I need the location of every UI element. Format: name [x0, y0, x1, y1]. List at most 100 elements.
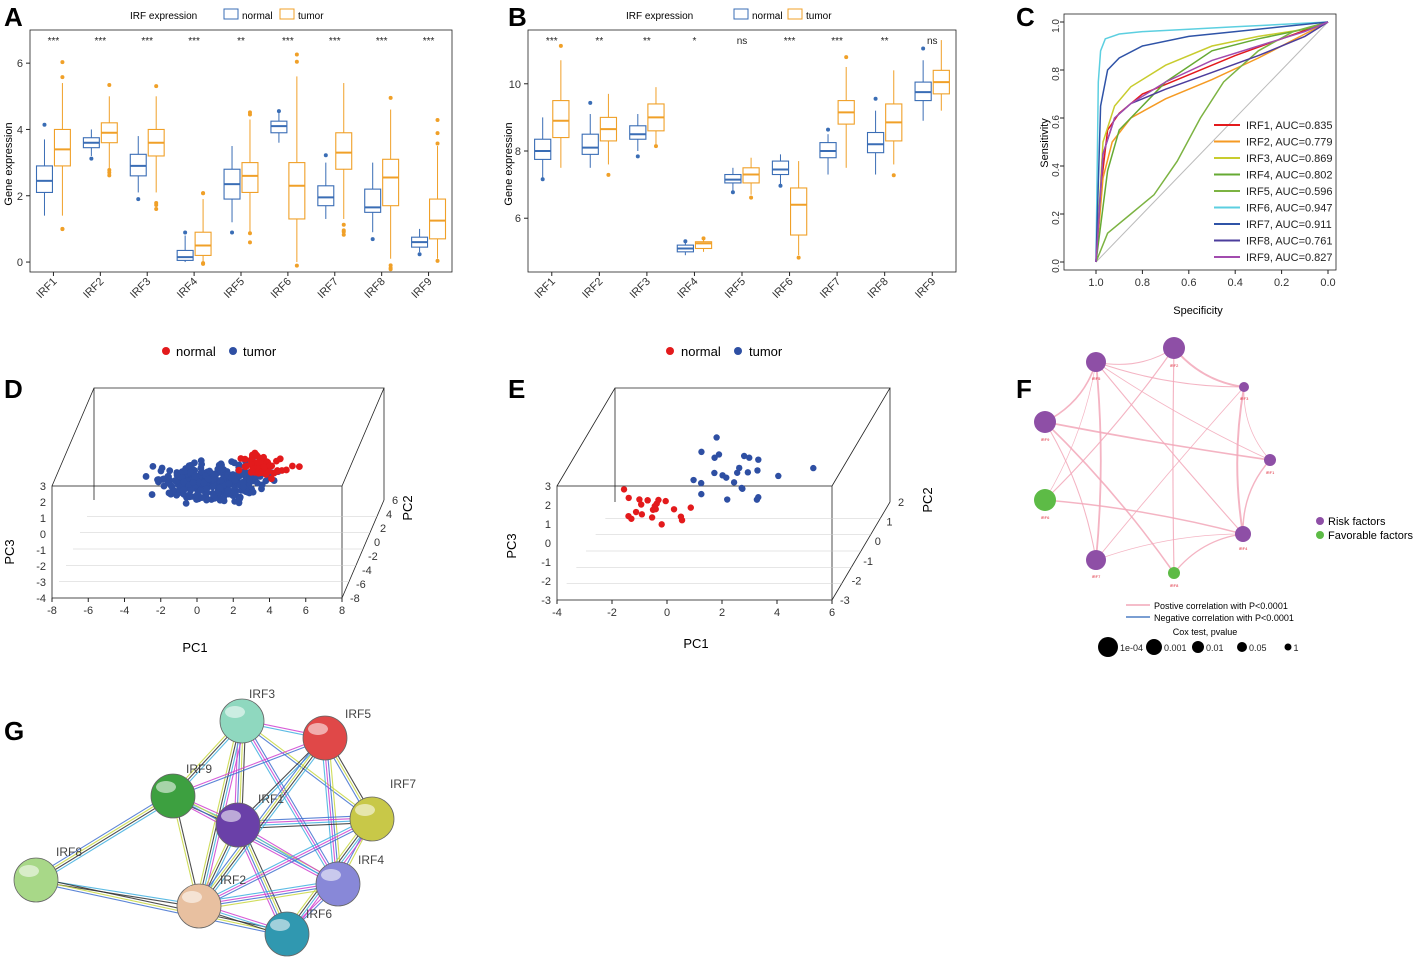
- protein-label: IRF4: [358, 853, 384, 867]
- correlation-edge: [1095, 533, 1244, 561]
- outlier-point: [388, 95, 393, 100]
- legend-title-b: IRF expression: [626, 11, 693, 22]
- pca-point: [149, 462, 157, 470]
- interaction-edge: [37, 798, 176, 884]
- panel-f-network: Risk factors Favorable factors Postive c…: [1034, 337, 1413, 657]
- pca-point: [724, 496, 731, 503]
- pca-point: [810, 464, 817, 472]
- depth-tick-label: -8: [350, 593, 360, 605]
- network-node-label: IRF2: [1170, 363, 1179, 368]
- protein-node: [176, 883, 222, 929]
- protein-node: [219, 698, 265, 744]
- depth-tick-label: -1: [863, 556, 873, 568]
- pca-point: [220, 493, 228, 501]
- pca-point: [733, 469, 741, 476]
- pca-point: [210, 491, 218, 499]
- significance-label: *: [692, 36, 696, 47]
- interaction-edge: [172, 736, 325, 796]
- outlier-point: [341, 232, 346, 237]
- pca-point: [239, 478, 247, 486]
- depth-tick-label: -3: [840, 595, 850, 607]
- interaction-edge: [173, 738, 326, 798]
- y-tick-label: 4: [17, 124, 23, 136]
- y-tick-label: -3: [36, 577, 46, 589]
- y-tick-label: 2: [545, 500, 551, 512]
- outlier-point: [154, 206, 159, 211]
- panel-label-b: B: [508, 2, 527, 32]
- pca-point: [698, 448, 705, 456]
- interaction-edge: [198, 879, 338, 903]
- xlabel-c: Specificity: [1173, 305, 1223, 317]
- pca-point: [638, 511, 646, 518]
- correlation-edge: [1044, 421, 1271, 461]
- pca-point: [687, 504, 694, 511]
- xlabel-e: PC1: [683, 636, 708, 651]
- y-tick-label: -1: [36, 545, 46, 557]
- pca-point: [257, 469, 265, 477]
- y-tick-label: 0.8: [1051, 67, 1062, 81]
- outlier-point: [341, 222, 346, 227]
- depth-tick-label: 6: [392, 495, 398, 507]
- depth-tick-label: 2: [380, 523, 386, 535]
- outlier-point: [341, 229, 346, 234]
- pca-point: [260, 453, 267, 461]
- pca-point: [240, 483, 247, 491]
- correlation-edge: [1095, 347, 1175, 365]
- x-tick-label: 6: [303, 605, 309, 617]
- legend-label: IRF2, AUC=0.779: [1246, 137, 1333, 149]
- x-tick-label: 0: [194, 605, 200, 617]
- correlation-edge: [1044, 421, 1175, 574]
- x-tick-label: IRF6: [770, 276, 795, 301]
- outlier-point: [844, 55, 849, 60]
- y-tick-label: 8: [515, 146, 521, 158]
- interaction-edge: [198, 882, 338, 906]
- correlation-edge: [1095, 386, 1245, 561]
- legend-normal-d: normal: [176, 344, 216, 359]
- x-tick-label: -6: [83, 605, 93, 617]
- node-highlight: [270, 919, 290, 931]
- network-node: [1168, 567, 1180, 579]
- network-node-label: IRF9: [1041, 437, 1050, 442]
- interaction-edge: [197, 736, 325, 906]
- node-highlight: [225, 706, 245, 718]
- ylabel-b: Gene expression: [503, 122, 515, 205]
- protein-label: IRF8: [56, 845, 82, 859]
- interaction-edge: [36, 877, 288, 933]
- pca-point: [209, 483, 217, 491]
- correlation-edge: [1095, 361, 1245, 388]
- x-tick-label: IRF9: [913, 276, 938, 301]
- pca-point: [185, 462, 193, 470]
- pca-point: [632, 508, 640, 516]
- interaction-edge: [199, 884, 339, 908]
- panel-e-pca3d: normal tumor PC1 PC3 PC2 -4 -2 0 2 4 6-3-2-10…: [504, 344, 935, 651]
- interaction-edge: [35, 794, 173, 880]
- depth-tick-label: -2: [852, 575, 862, 587]
- network-node: [1235, 526, 1251, 542]
- legend-pos: Postive correlation with P<0.0001: [1154, 601, 1288, 611]
- diagonal-reference: [1095, 21, 1329, 263]
- network-node-label: IRF5: [1092, 376, 1101, 381]
- panel-c-roc: Specificity Sensitivity 1.0 0.8 0.6 0.4 0.2 0…: [1039, 13, 1337, 317]
- y-tick-label: 2: [17, 191, 23, 203]
- significance-label: **: [595, 36, 603, 47]
- box-tumor: [194, 231, 212, 256]
- pca-point: [210, 470, 218, 478]
- interaction-edge: [320, 738, 335, 885]
- outlier-point: [154, 200, 159, 205]
- network-node: [1034, 411, 1056, 433]
- interaction-edge: [199, 820, 374, 909]
- legend-label: IRF5, AUC=0.596: [1246, 186, 1333, 198]
- pca-point: [197, 487, 204, 494]
- roc-curve: [1095, 21, 1329, 263]
- size-legend-label: 0.01: [1206, 643, 1224, 653]
- pca-point: [198, 468, 205, 475]
- ylabel-e: PC3: [504, 533, 519, 558]
- box-tumor: [241, 162, 259, 193]
- node-highlight: [355, 804, 375, 816]
- panel-label-f: F: [1016, 374, 1032, 404]
- y-tick-label: -1: [541, 557, 551, 569]
- outlier-point: [873, 96, 878, 101]
- pca-point: [254, 459, 262, 466]
- pca-point: [713, 434, 720, 441]
- x-tick-label: 4: [266, 605, 272, 617]
